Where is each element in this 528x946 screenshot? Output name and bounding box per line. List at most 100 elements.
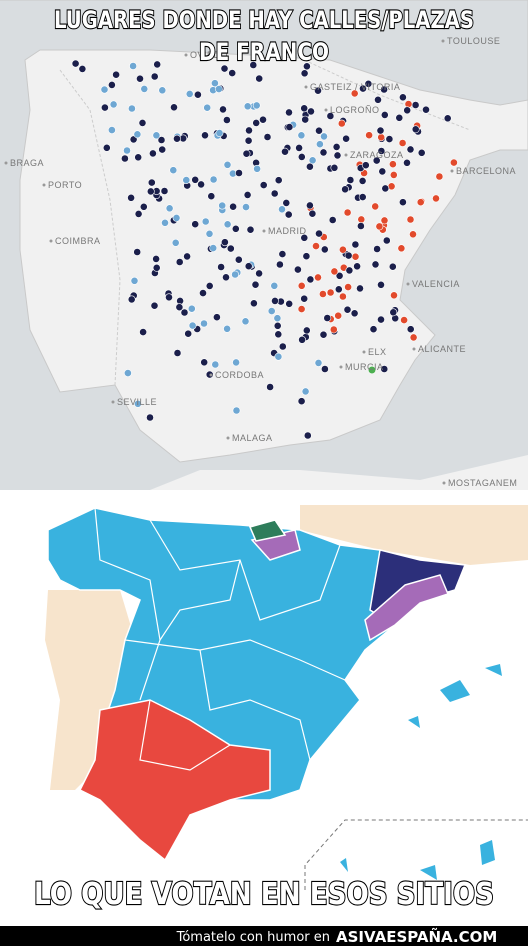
- dot: [203, 103, 212, 112]
- city-label: MURCIA: [345, 362, 384, 372]
- dot: [281, 147, 289, 156]
- dot: [266, 383, 274, 391]
- dot: [377, 315, 385, 324]
- island: [480, 840, 495, 865]
- dot: [356, 284, 364, 293]
- province-border: [124, 639, 346, 681]
- dot: [171, 238, 180, 247]
- dot: [297, 131, 306, 140]
- border: [59, 69, 121, 386]
- dot: [191, 220, 200, 229]
- dot: [123, 146, 131, 155]
- label-dot: [4, 161, 8, 165]
- dot: [263, 133, 272, 141]
- dot: [390, 291, 398, 300]
- dot: [297, 305, 306, 313]
- dot: [398, 139, 407, 147]
- dot: [343, 305, 352, 314]
- dot: [219, 105, 227, 114]
- dot: [150, 72, 159, 81]
- dot: [232, 358, 240, 367]
- label-dot: [42, 183, 46, 187]
- dot: [305, 162, 314, 171]
- dot: [395, 113, 404, 122]
- dot: [209, 244, 218, 252]
- dot: [333, 151, 342, 160]
- dot: [136, 74, 144, 83]
- dot: [435, 172, 444, 181]
- dot: [200, 358, 209, 367]
- dot: [312, 242, 320, 250]
- dot: [330, 163, 339, 172]
- dot: [212, 313, 221, 322]
- dot: [353, 262, 361, 271]
- dot: [223, 160, 232, 169]
- dot: [71, 59, 80, 68]
- dot: [302, 252, 311, 261]
- dot: [157, 136, 166, 144]
- city-label: ALICANTE: [418, 344, 466, 354]
- dot: [232, 406, 241, 415]
- dot: [398, 93, 407, 102]
- label-dot: [49, 239, 53, 243]
- dot: [285, 123, 294, 131]
- dot: [152, 131, 161, 140]
- label-dot: [304, 85, 308, 89]
- dot: [411, 101, 420, 109]
- dot: [255, 269, 263, 278]
- dot: [244, 262, 253, 271]
- dot: [226, 244, 235, 253]
- dot: [371, 260, 380, 269]
- dot: [422, 105, 430, 114]
- dot: [274, 176, 283, 185]
- dot: [343, 208, 352, 217]
- dot: [315, 229, 323, 238]
- dot: [205, 281, 214, 290]
- dot: [300, 69, 309, 78]
- dot: [108, 126, 116, 135]
- city-label: VALENCIA: [412, 279, 460, 289]
- dot: [205, 229, 214, 238]
- province-border: [149, 519, 341, 621]
- dot: [403, 158, 411, 167]
- dot: [209, 175, 218, 184]
- dot: [346, 176, 355, 184]
- caption-bottom: LO QUE VOTAN EN ESOS SITIOS: [34, 877, 494, 912]
- dot: [273, 314, 282, 323]
- dot: [100, 85, 109, 94]
- dot: [133, 130, 142, 139]
- dot: [358, 193, 367, 201]
- dot: [302, 62, 311, 71]
- dot: [138, 119, 147, 127]
- province-border: [94, 507, 161, 701]
- dot: [319, 330, 328, 339]
- dot: [382, 236, 391, 245]
- dot: [345, 266, 354, 275]
- dot: [220, 238, 229, 247]
- dot: [380, 365, 389, 373]
- region-red: [78, 699, 271, 862]
- province-border: [199, 649, 311, 761]
- province-border: [139, 699, 231, 771]
- dot: [411, 125, 420, 134]
- dot: [242, 203, 250, 211]
- dot: [306, 275, 315, 284]
- island: [485, 664, 502, 676]
- dot: [314, 273, 322, 282]
- city-label: SEVILLE: [117, 397, 157, 407]
- island: [340, 858, 348, 872]
- dot: [285, 108, 293, 117]
- label-dot: [344, 153, 348, 157]
- city-label: MALAGA: [232, 433, 273, 443]
- dot: [307, 107, 315, 116]
- dot: [278, 250, 287, 258]
- dot: [319, 148, 328, 157]
- dot: [320, 365, 329, 373]
- dot: [158, 145, 167, 154]
- dot: [285, 299, 294, 308]
- dot: [267, 307, 276, 315]
- dot: [298, 335, 306, 344]
- dot: [134, 209, 143, 218]
